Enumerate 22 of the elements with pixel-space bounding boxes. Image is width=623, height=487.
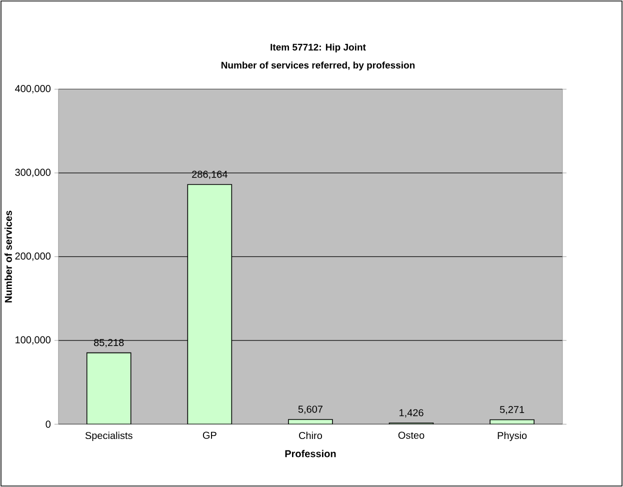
- bar: [490, 419, 534, 424]
- x-tick-label: Osteo: [398, 432, 424, 439]
- data-label: 5,271: [500, 406, 524, 414]
- y-tick-label: 300,000: [15, 168, 51, 178]
- x-tick-label: Specialists: [85, 432, 132, 442]
- bar: [86, 352, 132, 424]
- chart-subtitle: Number of services referred, by profession: [222, 62, 415, 70]
- data-label: 5,607: [298, 406, 322, 414]
- x-axis-title: Profession: [285, 450, 336, 458]
- data-label: 85,218: [94, 339, 124, 348]
- data-label: 286,164: [192, 170, 228, 179]
- y-tick-label: 0: [46, 420, 51, 428]
- y-tick-label: 400,000: [15, 85, 51, 94]
- y-tick-label: 100,000: [16, 336, 51, 345]
- x-tick-label: Physio: [498, 432, 527, 442]
- data-label: 1,426: [400, 409, 424, 418]
- chart-title: Item 57712: Hip Joint: [270, 44, 366, 52]
- y-axis-title: Number of services: [4, 210, 12, 302]
- y-tick-label: 200,000: [15, 252, 51, 261]
- x-tick-label: GP: [202, 432, 216, 439]
- bar: [288, 419, 333, 424]
- x-tick-label: Chiro: [299, 432, 322, 440]
